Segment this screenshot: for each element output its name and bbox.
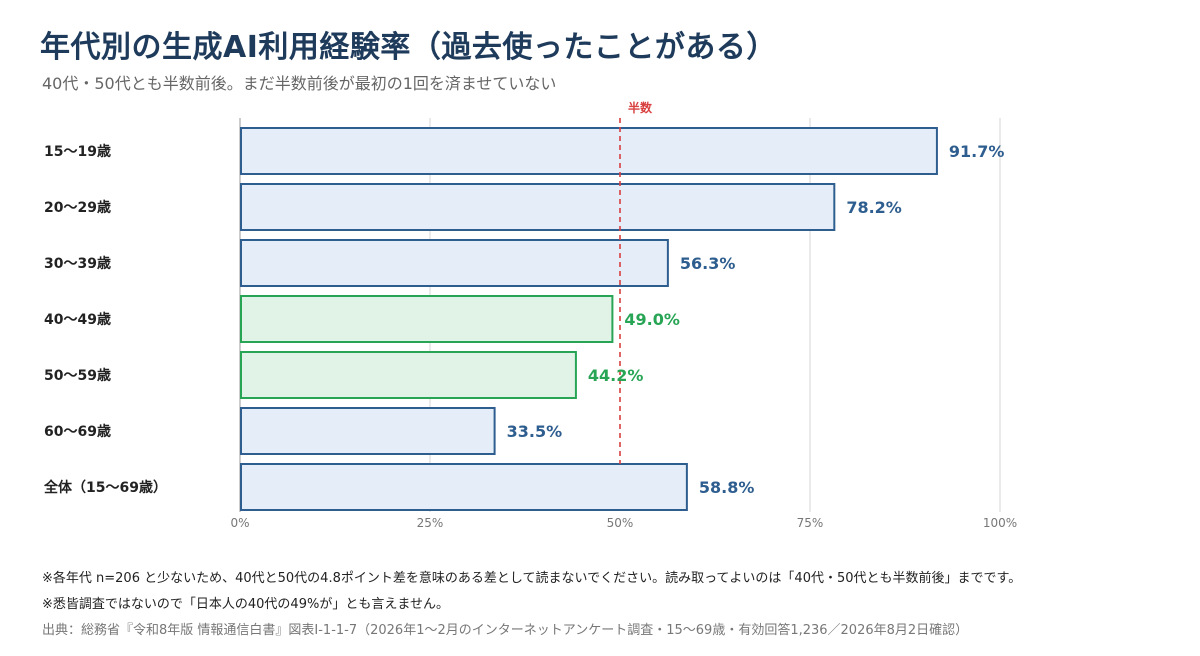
labels: 0% 25% 50% 75% 100% 15〜19歳 91.7% 20〜29歳 78.2% 30〜… — [43, 100, 1017, 530]
bar — [240, 295, 614, 343]
category-label: 全体（15〜69歳） — [43, 479, 167, 496]
footnote-sample-size: ※各年代 n=206 と少ないため、40代と50代の4.8ポイント差を意味のある… — [42, 571, 1022, 586]
x-tick-label: 50% — [607, 516, 634, 530]
category-label: 50〜59歳 — [44, 367, 111, 384]
value-label: 78.2% — [846, 198, 902, 217]
value-label: 58.8% — [699, 478, 755, 497]
bar — [240, 407, 496, 455]
value-label: 91.7% — [949, 142, 1005, 161]
value-label: 56.3% — [680, 254, 736, 273]
footnote-survey-scope: ※悉皆調査ではないので「日本人の40代の49%が」とも言えません。 — [42, 597, 449, 612]
chart-subtitle: 40代・50代とも半数前後。まだ半数前後が最初の1回を済ませていない — [42, 74, 557, 93]
bar — [240, 463, 688, 511]
x-tick-label: 75% — [797, 516, 824, 530]
source-citation: 出典：総務省『令和8年版 情報通信白書』図表Ⅰ-1-1-7（2026年1〜2月の… — [42, 623, 969, 638]
bar — [240, 127, 938, 175]
reference-line-label: 半数 — [628, 100, 653, 115]
category-label: 40〜49歳 — [44, 311, 111, 328]
bar-chart: 0% 25% 50% 75% 100% 15〜19歳 91.7% 20〜29歳 78.2% 30〜… — [43, 100, 1017, 530]
category-label: 60〜69歳 — [44, 423, 111, 440]
value-label: 44.2% — [588, 366, 644, 385]
value-label: 33.5% — [507, 422, 563, 441]
bar — [240, 183, 836, 231]
chart-title: 年代別の生成AI利用経験率（過去使ったことがある） — [40, 30, 777, 65]
x-tick-label: 100% — [983, 516, 1017, 530]
category-label: 15〜19歳 — [44, 143, 111, 160]
x-tick-label: 0% — [230, 516, 249, 530]
bars — [240, 127, 938, 511]
x-tick-label: 25% — [417, 516, 444, 530]
bar — [240, 351, 577, 399]
bar — [240, 239, 669, 287]
category-label: 30〜39歳 — [44, 255, 111, 272]
value-label: 49.0% — [624, 310, 680, 329]
category-label: 20〜29歳 — [44, 199, 111, 216]
